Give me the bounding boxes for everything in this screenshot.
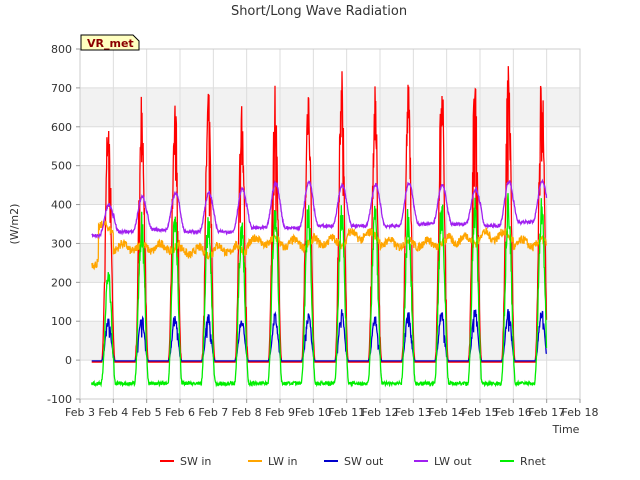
plot-band [80,321,580,361]
x-axis-ticks: Feb 3 Feb 4 Feb 5 Feb 6 Feb 7 Feb 8 Feb 9 Feb 1… [65,399,598,419]
x-tick-label: Feb 13 [395,406,432,419]
badge-shape [80,34,140,51]
y-tick-label: -100 [47,393,72,406]
y-tick-label: 100 [51,315,72,328]
y-tick-label: 800 [51,43,72,56]
y-tick-label: 400 [51,199,72,212]
plot-band [80,243,580,283]
legend: SW in LW in SW out LW out Rnet [160,455,546,468]
x-tick-label: Feb 4 [98,406,128,419]
x-tick-label: Feb 9 [265,406,295,419]
series-line-sw-in [91,66,548,363]
legend-label: SW out [344,455,384,468]
series-line-lw-in [91,220,547,271]
legend-label: LW out [434,455,472,468]
plot-frame [79,48,581,400]
legend-label: Rnet [520,455,546,468]
plot-band [80,87,580,127]
plot-bands [80,87,580,361]
y-tick-label: 700 [51,82,72,95]
x-tick-label: Feb 7 [198,406,228,419]
y-tick-label: 300 [51,237,72,250]
y-axis-ticks: -100 0 100 200 300 400 500 600 700 800 [47,43,80,406]
x-tick-label: Feb 5 [132,406,162,419]
x-tick-label: Feb 17 [528,406,565,419]
y-tick-label: 200 [51,276,72,289]
series-line-rnet [91,193,548,388]
chart-title: Short/Long Wave Radiation [231,4,407,19]
x-tick-label: Feb 10 [295,406,332,419]
x-tick-label: Feb 15 [462,406,499,419]
x-tick-label: Feb 18 [562,406,599,419]
series-line-lw-out [91,178,548,240]
x-tick-label: Feb 16 [495,406,532,419]
x-tick-label: Feb 6 [165,406,195,419]
x-tick-label: Feb 3 [65,406,95,419]
y-tick-label: 500 [51,160,72,173]
x-axis-label: Time [552,423,580,436]
plot-band [80,165,580,205]
x-tick-label: Feb 11 [328,406,365,419]
y-tick-label: 600 [51,121,72,134]
series-line-sw-out [91,309,548,362]
y-tick-label: 0 [65,354,72,367]
station-badge: VR_met [80,34,140,51]
legend-label: LW in [268,455,298,468]
y-axis-label: (W/m2) [8,204,21,245]
x-tick-label: Feb 12 [362,406,399,419]
badge-label: VR_met [87,37,134,50]
x-tick-label: Feb 14 [428,406,465,419]
series-lines [91,66,548,388]
legend-label: SW in [180,455,211,468]
x-tick-label: Feb 8 [232,406,262,419]
